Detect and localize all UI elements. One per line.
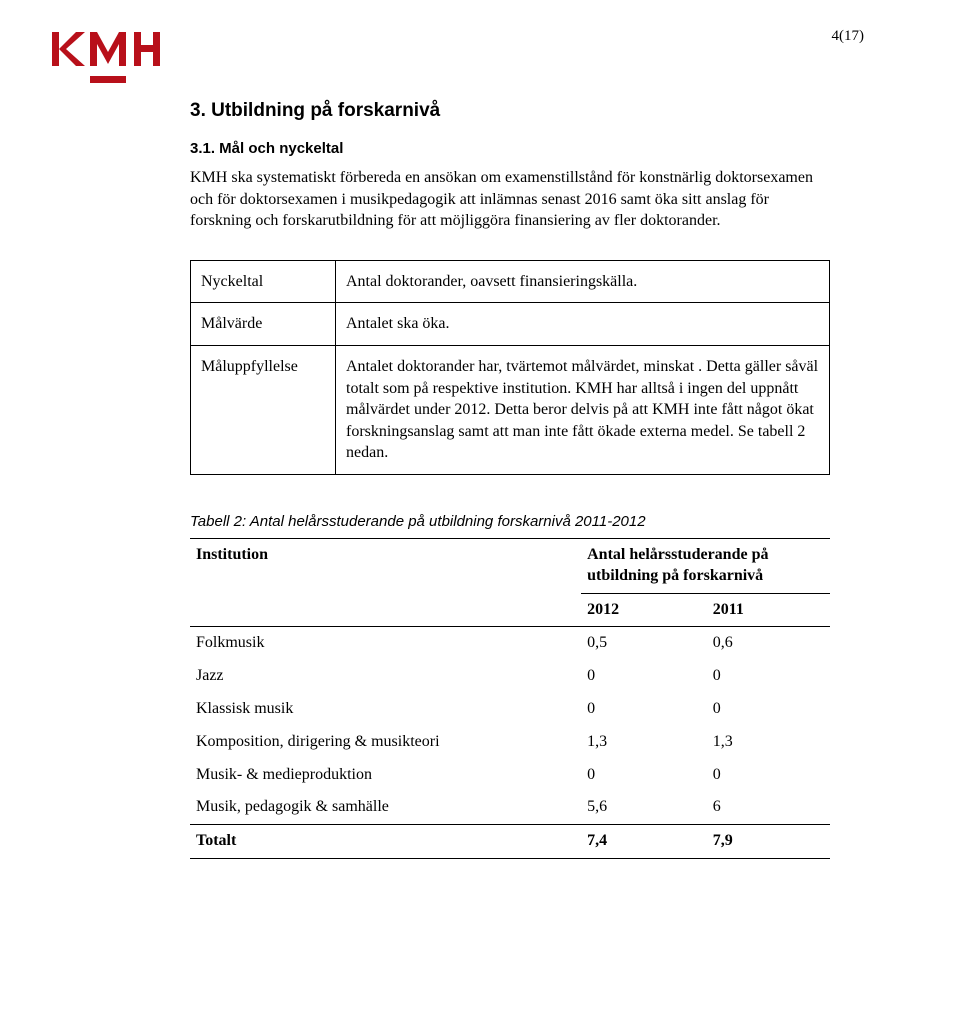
total-value: 7,4 xyxy=(581,825,707,859)
data-table: Institution Antal helårsstuderande på ut… xyxy=(190,538,830,859)
table-row: Folkmusik 0,5 0,6 xyxy=(190,627,830,660)
cell-value: 0,5 xyxy=(581,627,707,660)
cell-name: Musik, pedagogik & samhälle xyxy=(190,791,581,824)
cell-value: 6 xyxy=(707,791,830,824)
total-label: Totalt xyxy=(190,825,581,859)
cell-value: 0,6 xyxy=(707,627,830,660)
cell-value: 0 xyxy=(581,759,707,792)
def-value: Antal doktorander, oavsett finansierings… xyxy=(336,260,830,303)
subsection-heading: 3.1. Mål och nyckeltal xyxy=(190,140,830,157)
def-value: Antalet ska öka. xyxy=(336,303,830,346)
table-caption: Tabell 2: Antal helårsstuderande på utbi… xyxy=(190,513,830,530)
page-number: 4(17) xyxy=(832,28,865,45)
definition-table: Nyckeltal Antal doktorander, oavsett fin… xyxy=(190,260,830,475)
table-row: Musik- & medieproduktion 0 0 xyxy=(190,759,830,792)
table-row: Nyckeltal Antal doktorander, oavsett fin… xyxy=(191,260,830,303)
intro-paragraph: KMH ska systematiskt förbereda en ansöka… xyxy=(190,167,830,232)
cell-value: 0 xyxy=(707,693,830,726)
def-label: Målvärde xyxy=(191,303,336,346)
def-label: Nyckeltal xyxy=(191,260,336,303)
cell-name: Klassisk musik xyxy=(190,693,581,726)
total-value: 7,9 xyxy=(707,825,830,859)
kmh-logo xyxy=(52,32,162,86)
table-row: Jazz 0 0 xyxy=(190,660,830,693)
main-content: 3. Utbildning på forskarnivå 3.1. Mål oc… xyxy=(190,100,830,859)
col-header-year-a: 2012 xyxy=(581,593,707,627)
table-row: Målvärde Antalet ska öka. xyxy=(191,303,830,346)
cell-value: 0 xyxy=(707,759,830,792)
col-header-institution: Institution xyxy=(190,538,581,626)
table-row: Musik, pedagogik & samhälle 5,6 6 xyxy=(190,791,830,824)
col-header-year-b: 2011 xyxy=(707,593,830,627)
cell-name: Musik- & medieproduktion xyxy=(190,759,581,792)
col-header-group: Antal helårsstuderande på utbildning på … xyxy=(581,538,830,593)
cell-value: 1,3 xyxy=(581,726,707,759)
section-heading: 3. Utbildning på forskarnivå xyxy=(190,100,830,122)
table-total-row: Totalt 7,4 7,9 xyxy=(190,825,830,859)
cell-value: 1,3 xyxy=(707,726,830,759)
cell-name: Folkmusik xyxy=(190,627,581,660)
cell-name: Jazz xyxy=(190,660,581,693)
def-value: Antalet doktorander har, tvärtemot målvä… xyxy=(336,345,830,474)
table-row: Komposition, dirigering & musikteori 1,3… xyxy=(190,726,830,759)
cell-name: Komposition, dirigering & musikteori xyxy=(190,726,581,759)
cell-value: 5,6 xyxy=(581,791,707,824)
cell-value: 0 xyxy=(707,660,830,693)
table-row: Klassisk musik 0 0 xyxy=(190,693,830,726)
cell-value: 0 xyxy=(581,693,707,726)
cell-value: 0 xyxy=(581,660,707,693)
table-row: Måluppfyllelse Antalet doktorander har, … xyxy=(191,345,830,474)
def-label: Måluppfyllelse xyxy=(191,345,336,474)
